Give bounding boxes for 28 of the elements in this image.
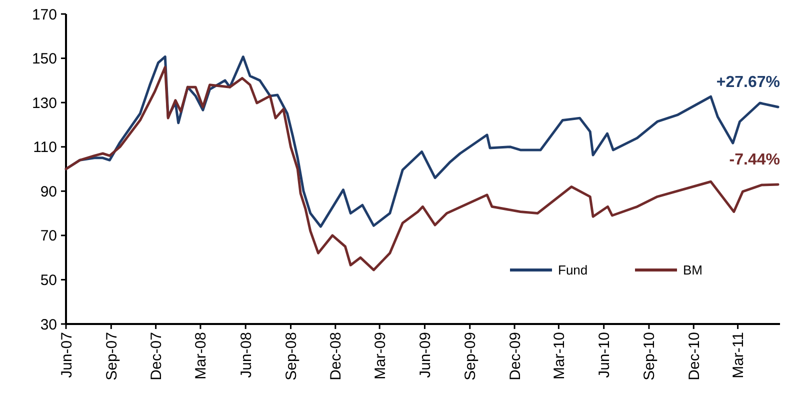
x-tick-label: Sep-10: [641, 332, 658, 380]
y-tick-label: 30: [40, 316, 57, 334]
x-tick-label: Mar-11: [730, 332, 748, 378]
legend-label: BM: [683, 262, 702, 278]
y-tick-label: 70: [40, 228, 57, 245]
x-tick-label: Sep-08: [283, 332, 300, 380]
x-tick-label: Jun-08: [238, 332, 255, 378]
y-tick-label: 150: [32, 50, 57, 68]
x-tick-label: Mar-08: [192, 332, 210, 380]
x-tick-label: Dec-09: [506, 332, 524, 380]
y-tick-label: 90: [40, 183, 57, 200]
x-tick-label: Dec-07: [148, 332, 166, 380]
x-tick-label: Dec-10: [686, 332, 703, 380]
y-tick-label: 130: [32, 94, 57, 112]
annotation: -7.44%: [729, 152, 780, 168]
annotation: +27.67%: [716, 74, 780, 91]
y-tick-label: 50: [40, 272, 57, 289]
x-tick-label: Mar-10: [550, 332, 568, 380]
x-tick-label: Mar-09: [372, 332, 389, 380]
x-tick-label: Sep-09: [462, 332, 480, 380]
legend-label: Fund: [558, 262, 588, 278]
x-tick-label: Jun-10: [596, 332, 614, 378]
x-tick-label: Jun-09: [416, 332, 434, 378]
x-tick-label: Jun-07: [58, 332, 76, 378]
y-tick-label: 110: [33, 139, 57, 156]
x-tick-label: Sep-07: [103, 332, 120, 380]
y-tick-label: 170: [32, 6, 57, 24]
x-tick-label: Dec-08: [328, 332, 345, 380]
